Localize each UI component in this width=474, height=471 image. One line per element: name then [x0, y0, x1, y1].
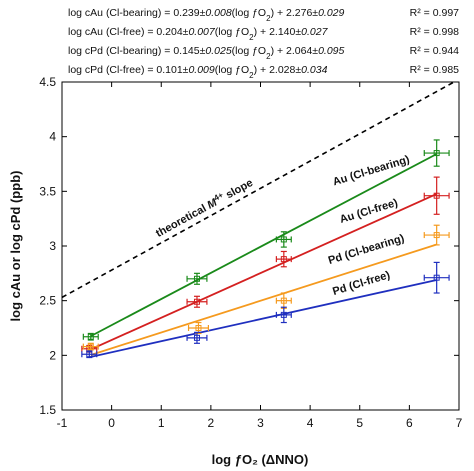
fit-lines — [88, 153, 438, 359]
equation-mid: (log ƒO — [215, 64, 249, 76]
y-tick-label: 3 — [49, 239, 56, 253]
equation-subscript: 2 — [266, 52, 271, 61]
data-point — [433, 274, 440, 281]
x-axis-label: log ƒO₂ (ΔNNO) — [212, 452, 309, 467]
slope-annotation: theoretical M4+ slope — [61, 81, 455, 299]
equation-intercept-error: 0.027 — [301, 26, 328, 38]
data-point — [193, 275, 200, 282]
data-point — [280, 297, 287, 304]
x-tick-label: 6 — [406, 416, 413, 430]
x-tick-label: 7 — [456, 416, 463, 430]
equation-tail: ) + 2.276± — [271, 7, 319, 19]
annotation-text-end: slope — [221, 177, 255, 203]
theoretical-slope-line — [61, 81, 455, 299]
equation-tail: ) + 2.140± — [254, 26, 302, 38]
series-label: Au (Cl-bearing) — [332, 154, 412, 189]
equation-tail: ) + 2.028± — [254, 64, 302, 76]
equation-lhs: log cPd (Cl-bearing) = 0.145± — [68, 45, 206, 57]
equation-mid: (log ƒO — [232, 45, 266, 57]
equation-subscript: 2 — [266, 14, 271, 23]
fit-line — [90, 243, 437, 356]
x-tick-label: 5 — [356, 416, 363, 430]
equation-subscript: 2 — [249, 71, 254, 80]
data-point — [280, 236, 287, 243]
data-point — [433, 150, 440, 157]
fit-line — [89, 279, 437, 359]
annotation-superscript: 4+ — [212, 190, 225, 202]
equation-lhs: log cAu (Cl-bearing) = 0.239± — [68, 7, 206, 19]
data-points — [81, 139, 450, 359]
data-point — [87, 343, 94, 350]
y-tick-label: 3.5 — [39, 184, 56, 198]
data-point — [280, 311, 287, 318]
data-point — [280, 256, 287, 263]
y-tick-label: 2 — [49, 348, 56, 362]
equation-subscript: 2 — [249, 33, 254, 42]
equation-slope-error: 0.007 — [188, 26, 215, 38]
y-tick-label: 4.5 — [39, 75, 56, 89]
equation-mid: (log ƒO — [232, 7, 266, 19]
equation-tail: ) + 2.064± — [271, 45, 319, 57]
x-tick-label: -1 — [57, 416, 68, 430]
y-tick-label: 4 — [49, 130, 56, 144]
data-point — [195, 325, 202, 331]
data-point — [433, 232, 440, 239]
equation-r2: R² = 0.997 — [410, 7, 459, 19]
equation-block: log cAu (Cl-bearing) = 0.239±0.008(log ƒ… — [68, 7, 459, 80]
y-tick-label: 1.5 — [39, 403, 56, 417]
equation-slope-error: 0.009 — [188, 64, 214, 76]
x-tick-label: 4 — [307, 416, 314, 430]
axis-ticks: -1 0 1 2 3 4 5 6 7 1.5 2 2.5 3 3.5 4 4.5 — [39, 75, 462, 430]
x-tick-label: 2 — [208, 416, 215, 430]
equation-text: log cAu (Cl-free) = 0.204±0.007(log ƒO2)… — [68, 26, 329, 42]
equation-r2: R² = 0.998 — [410, 26, 459, 38]
x-tick-label: 1 — [158, 416, 165, 430]
fit-line — [88, 193, 438, 351]
series-label: Pd (Cl-free) — [331, 269, 392, 298]
equation-mid: (log ƒO — [215, 26, 249, 38]
equation-intercept-error: 0.095 — [318, 45, 344, 57]
equation-slope-error: 0.025 — [205, 45, 231, 57]
annotation-text: theoretical — [154, 201, 211, 240]
data-point — [87, 333, 94, 340]
x-tick-label: 3 — [257, 416, 264, 430]
equation-intercept-error: 0.034 — [301, 64, 327, 76]
data-point — [193, 334, 200, 341]
equation-lhs: log cAu (Cl-free) = 0.204± — [68, 26, 189, 38]
data-point — [86, 351, 93, 358]
x-tick-label: 0 — [108, 416, 115, 430]
equation-intercept-error: 0.029 — [318, 7, 344, 19]
equation-r2: R² = 0.944 — [410, 45, 459, 57]
y-tick-label: 2.5 — [39, 294, 56, 308]
theoretical-slope-label: theoretical M4+ slope — [153, 175, 255, 240]
equation-text: log cPd (Cl-bearing) = 0.145±0.025(log ƒ… — [68, 45, 345, 61]
equation-text: log cPd (Cl-free) = 0.101±0.009(log ƒO2)… — [68, 64, 328, 80]
equation-text: log cAu (Cl-bearing) = 0.239±0.008(log ƒ… — [68, 7, 345, 23]
data-point — [433, 192, 440, 199]
equation-lhs: log cPd (Cl-free) = 0.101± — [68, 64, 189, 76]
y-axis-label: log cAu or log cPd (ppb) — [8, 171, 23, 322]
data-point — [193, 298, 200, 305]
equation-r2: R² = 0.985 — [410, 64, 459, 76]
fit-line — [90, 153, 438, 337]
equation-slope-error: 0.008 — [205, 7, 231, 19]
